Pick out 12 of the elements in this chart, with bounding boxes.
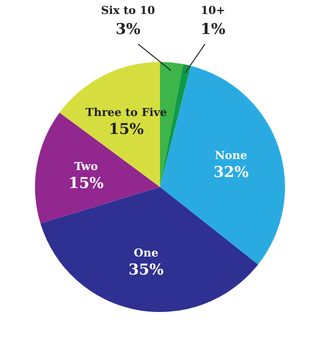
data-label: 3% (116, 20, 140, 38)
data-label: 15% (68, 174, 104, 192)
slice-label: None (214, 148, 248, 162)
data-label: 15% (108, 120, 144, 138)
slice-label: 10+ (200, 4, 226, 17)
slice-label: One (134, 246, 158, 260)
data-label: 32% (213, 162, 249, 181)
data-label: 35% (128, 260, 164, 279)
slice-label: Two (74, 160, 98, 174)
data-label: 1% (200, 20, 226, 38)
slice-label: Six to 10 (100, 4, 156, 17)
pie-slice (40, 187, 258, 312)
